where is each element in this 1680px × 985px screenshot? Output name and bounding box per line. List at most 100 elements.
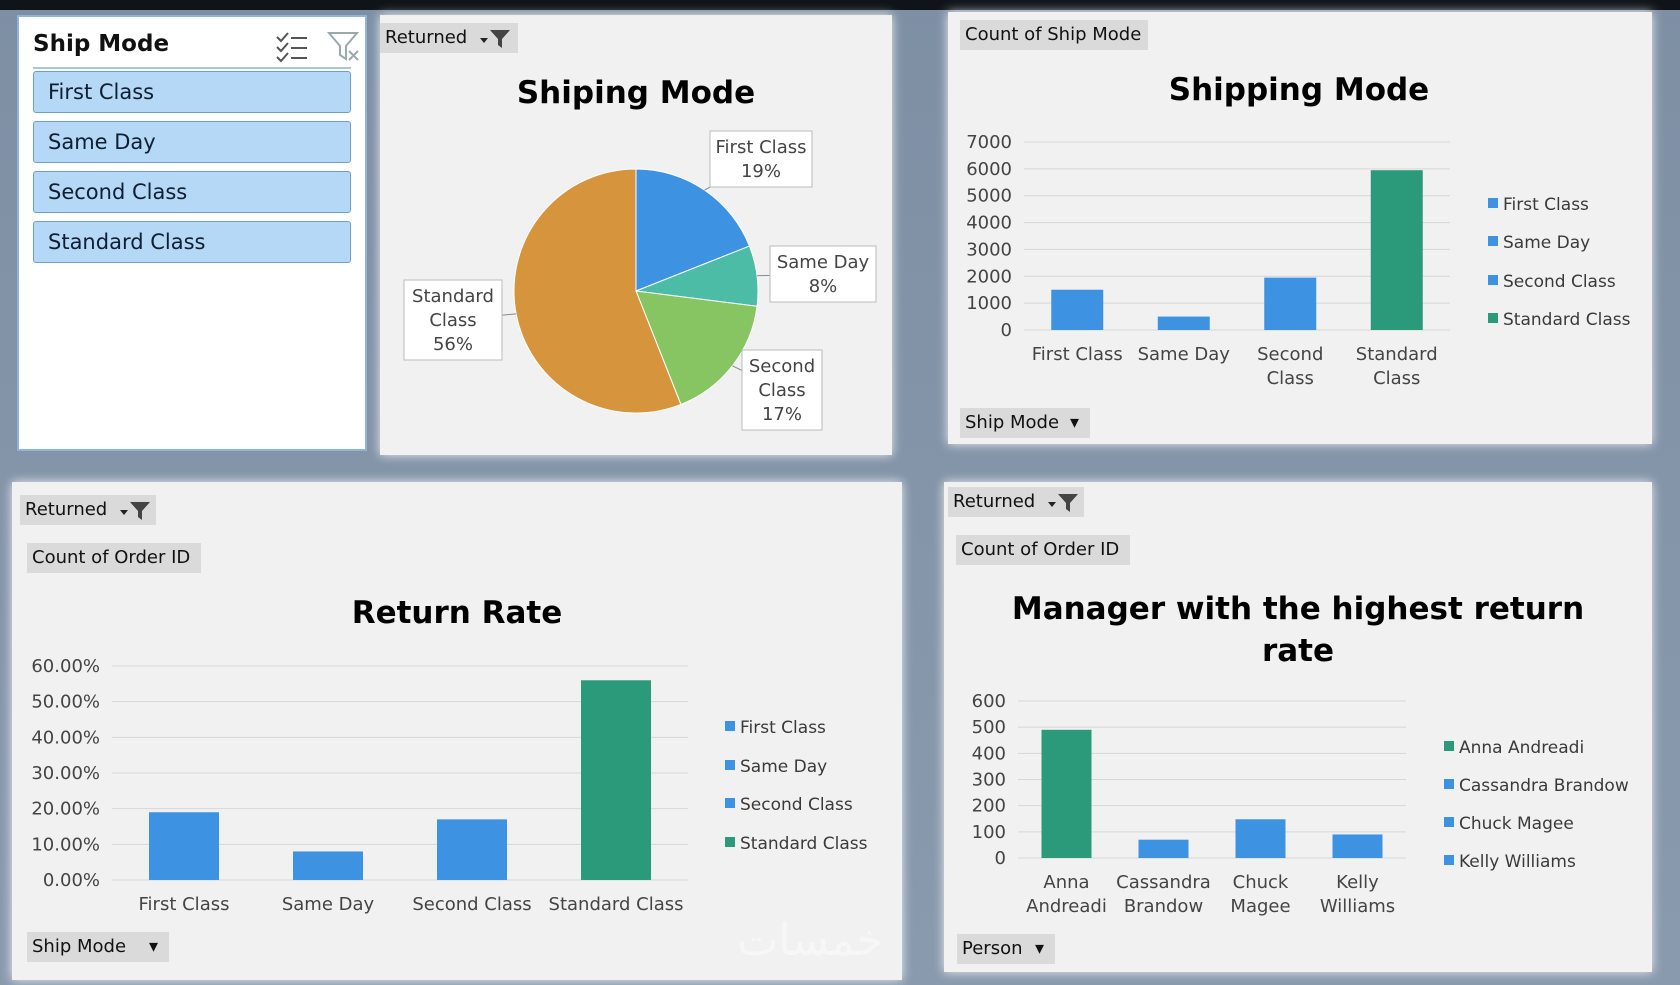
x-tick-label: Same Day xyxy=(1138,344,1231,365)
legend-item: Same Day xyxy=(1488,233,1590,253)
returned-filter-label: Returned xyxy=(385,27,468,48)
y-tick-label: 400 xyxy=(972,743,1006,764)
bar xyxy=(1264,277,1317,330)
y-tick-label: 20.00% xyxy=(31,799,100,820)
ship-mode-axis-button[interactable]: Ship Mode ▾ xyxy=(960,408,1090,438)
legend-swatch xyxy=(1444,779,1454,789)
bar xyxy=(1041,729,1092,858)
shipping-mode-bar-chart: 0 1000 2000 3000 4000 5000 6000 7000 First Class… xyxy=(966,132,1450,389)
legend-item: Chuck Magee xyxy=(1444,814,1574,834)
axis-button-label: Person xyxy=(962,938,1023,959)
x-tick-label: Standard Class xyxy=(549,894,684,915)
legend-swatch xyxy=(725,721,735,731)
bar xyxy=(1138,839,1189,858)
return-rate-bar-chart: 0.00% 10.00% 20.00% 30.00% 40.00% 50.00% 60.00… xyxy=(31,656,688,915)
returned-filter-label: Returned xyxy=(25,499,108,520)
top-border xyxy=(0,0,1680,10)
manager-bar-chart: 0 100 200 300 400 500 600 Anna AndreadiCassandra… xyxy=(972,691,1406,917)
return-rate-panel: Returned Count of Order ID Return Rate 0… xyxy=(12,482,902,980)
x-tick-label: Standard Class xyxy=(1356,344,1438,389)
slicer-item-standard-class[interactable]: Standard Class xyxy=(33,221,351,263)
legend-item: Second Class xyxy=(1488,272,1616,292)
bar xyxy=(1157,316,1210,330)
bar xyxy=(437,819,507,880)
ship-mode-slicer: Ship Mode First Class Same Day Second Cl… xyxy=(17,15,367,451)
y-tick-label: 300 xyxy=(972,770,1006,791)
legend-swatch xyxy=(1444,817,1454,827)
y-tick-label: 0.00% xyxy=(43,870,100,891)
legend-label: First Class xyxy=(740,718,826,738)
y-tick-label: 5000 xyxy=(966,186,1012,207)
legend-swatch xyxy=(1488,313,1498,323)
legend-label: Standard Class xyxy=(740,834,868,854)
legend-item: Second Class xyxy=(725,795,853,815)
bar xyxy=(1370,170,1423,330)
pie-chart-panel: Returned Shiping Mode First Class 19% Same… xyxy=(380,15,892,455)
returned-filter-button[interactable]: Returned xyxy=(948,487,1084,517)
shipping-mode-panel: Count of Ship Mode Shipping Mode 0 1000 20… xyxy=(948,12,1652,444)
ship-mode-axis-button[interactable]: Ship Mode ▾ xyxy=(27,932,169,962)
legend-label: Second Class xyxy=(1503,272,1616,292)
dropdown-arrow-icon: ▾ xyxy=(1070,412,1080,433)
axis-button-label: Ship Mode xyxy=(965,412,1060,433)
returned-filter-label: Returned xyxy=(953,491,1036,512)
legend-label: Kelly Williams xyxy=(1459,852,1576,872)
data-label-box xyxy=(741,349,823,431)
slicer-header: Ship Mode xyxy=(33,23,360,69)
data-label: First Class 19% xyxy=(716,137,807,182)
returned-filter-button[interactable]: Returned xyxy=(20,495,156,525)
bar xyxy=(581,680,651,880)
count-order-id-label: Count of Order ID xyxy=(27,543,201,573)
bar xyxy=(293,851,363,880)
slicer-item-first-class[interactable]: First Class xyxy=(33,71,351,113)
legend-item: Kelly Williams xyxy=(1444,852,1576,872)
y-tick-label: 200 xyxy=(972,796,1006,817)
legend-label: Cassandra Brandow xyxy=(1459,776,1629,796)
legend-item: Standard Class xyxy=(725,834,867,854)
legend-label: Anna Andreadi xyxy=(1459,738,1585,758)
data-label: Same Day 8% xyxy=(777,252,870,297)
legend-item: Same Day xyxy=(725,757,827,777)
legend-item: Standard Class xyxy=(1488,310,1630,330)
legend-swatch xyxy=(1444,855,1454,865)
x-tick-label: Kelly Williams xyxy=(1320,872,1395,917)
multi-select-icon[interactable] xyxy=(275,29,309,63)
clear-filter-icon[interactable] xyxy=(326,29,361,63)
data-label: Second Class 17% xyxy=(749,356,815,425)
legend-label: Second Class xyxy=(740,795,853,815)
legend-item: First Class xyxy=(1488,195,1589,215)
legend-swatch xyxy=(1488,236,1498,246)
y-tick-label: 6000 xyxy=(966,159,1012,180)
x-tick-label: First Class xyxy=(139,894,230,915)
y-tick-label: 30.00% xyxy=(31,763,100,784)
y-tick-label: 40.00% xyxy=(31,727,100,748)
data-label-box xyxy=(769,245,877,303)
y-tick-label: 50.00% xyxy=(31,692,100,713)
bar xyxy=(1332,834,1383,858)
pie-chart-title: Shiping Mode xyxy=(516,75,756,111)
manager-title-line: Manager with the highest return xyxy=(1011,591,1585,627)
legend-item: First Class xyxy=(725,718,826,738)
y-tick-label: 60.00% xyxy=(31,656,100,677)
filter-dropdown-icon xyxy=(1048,493,1082,523)
x-tick-label: Chuck Magee xyxy=(1230,872,1290,917)
legend-swatch xyxy=(1488,198,1498,208)
legend-swatch xyxy=(725,760,735,770)
shipping-mode-title: Shipping Mode xyxy=(1168,72,1430,108)
y-tick-label: 0 xyxy=(1001,320,1012,341)
legend-item: Anna Andreadi xyxy=(1444,738,1584,758)
y-tick-label: 1000 xyxy=(966,293,1012,314)
legend-label: First Class xyxy=(1503,195,1589,215)
slicer-item-same-day[interactable]: Same Day xyxy=(33,121,351,163)
data-label: Standard Class 56% xyxy=(412,286,494,355)
legend-swatch xyxy=(725,837,735,847)
y-tick-label: 4000 xyxy=(966,213,1012,234)
manager-return-panel: Returned Count of Order ID Manager with … xyxy=(944,482,1652,972)
return-rate-title: Return Rate xyxy=(351,595,563,631)
pie-slice xyxy=(635,290,758,406)
returned-filter-button[interactable]: Returned xyxy=(380,23,518,53)
person-axis-button[interactable]: Person ▾ xyxy=(957,934,1055,964)
slicer-item-second-class[interactable]: Second Class xyxy=(33,171,351,213)
x-tick-label: Second Class xyxy=(1257,344,1323,389)
x-tick-label: Second Class xyxy=(412,894,531,915)
